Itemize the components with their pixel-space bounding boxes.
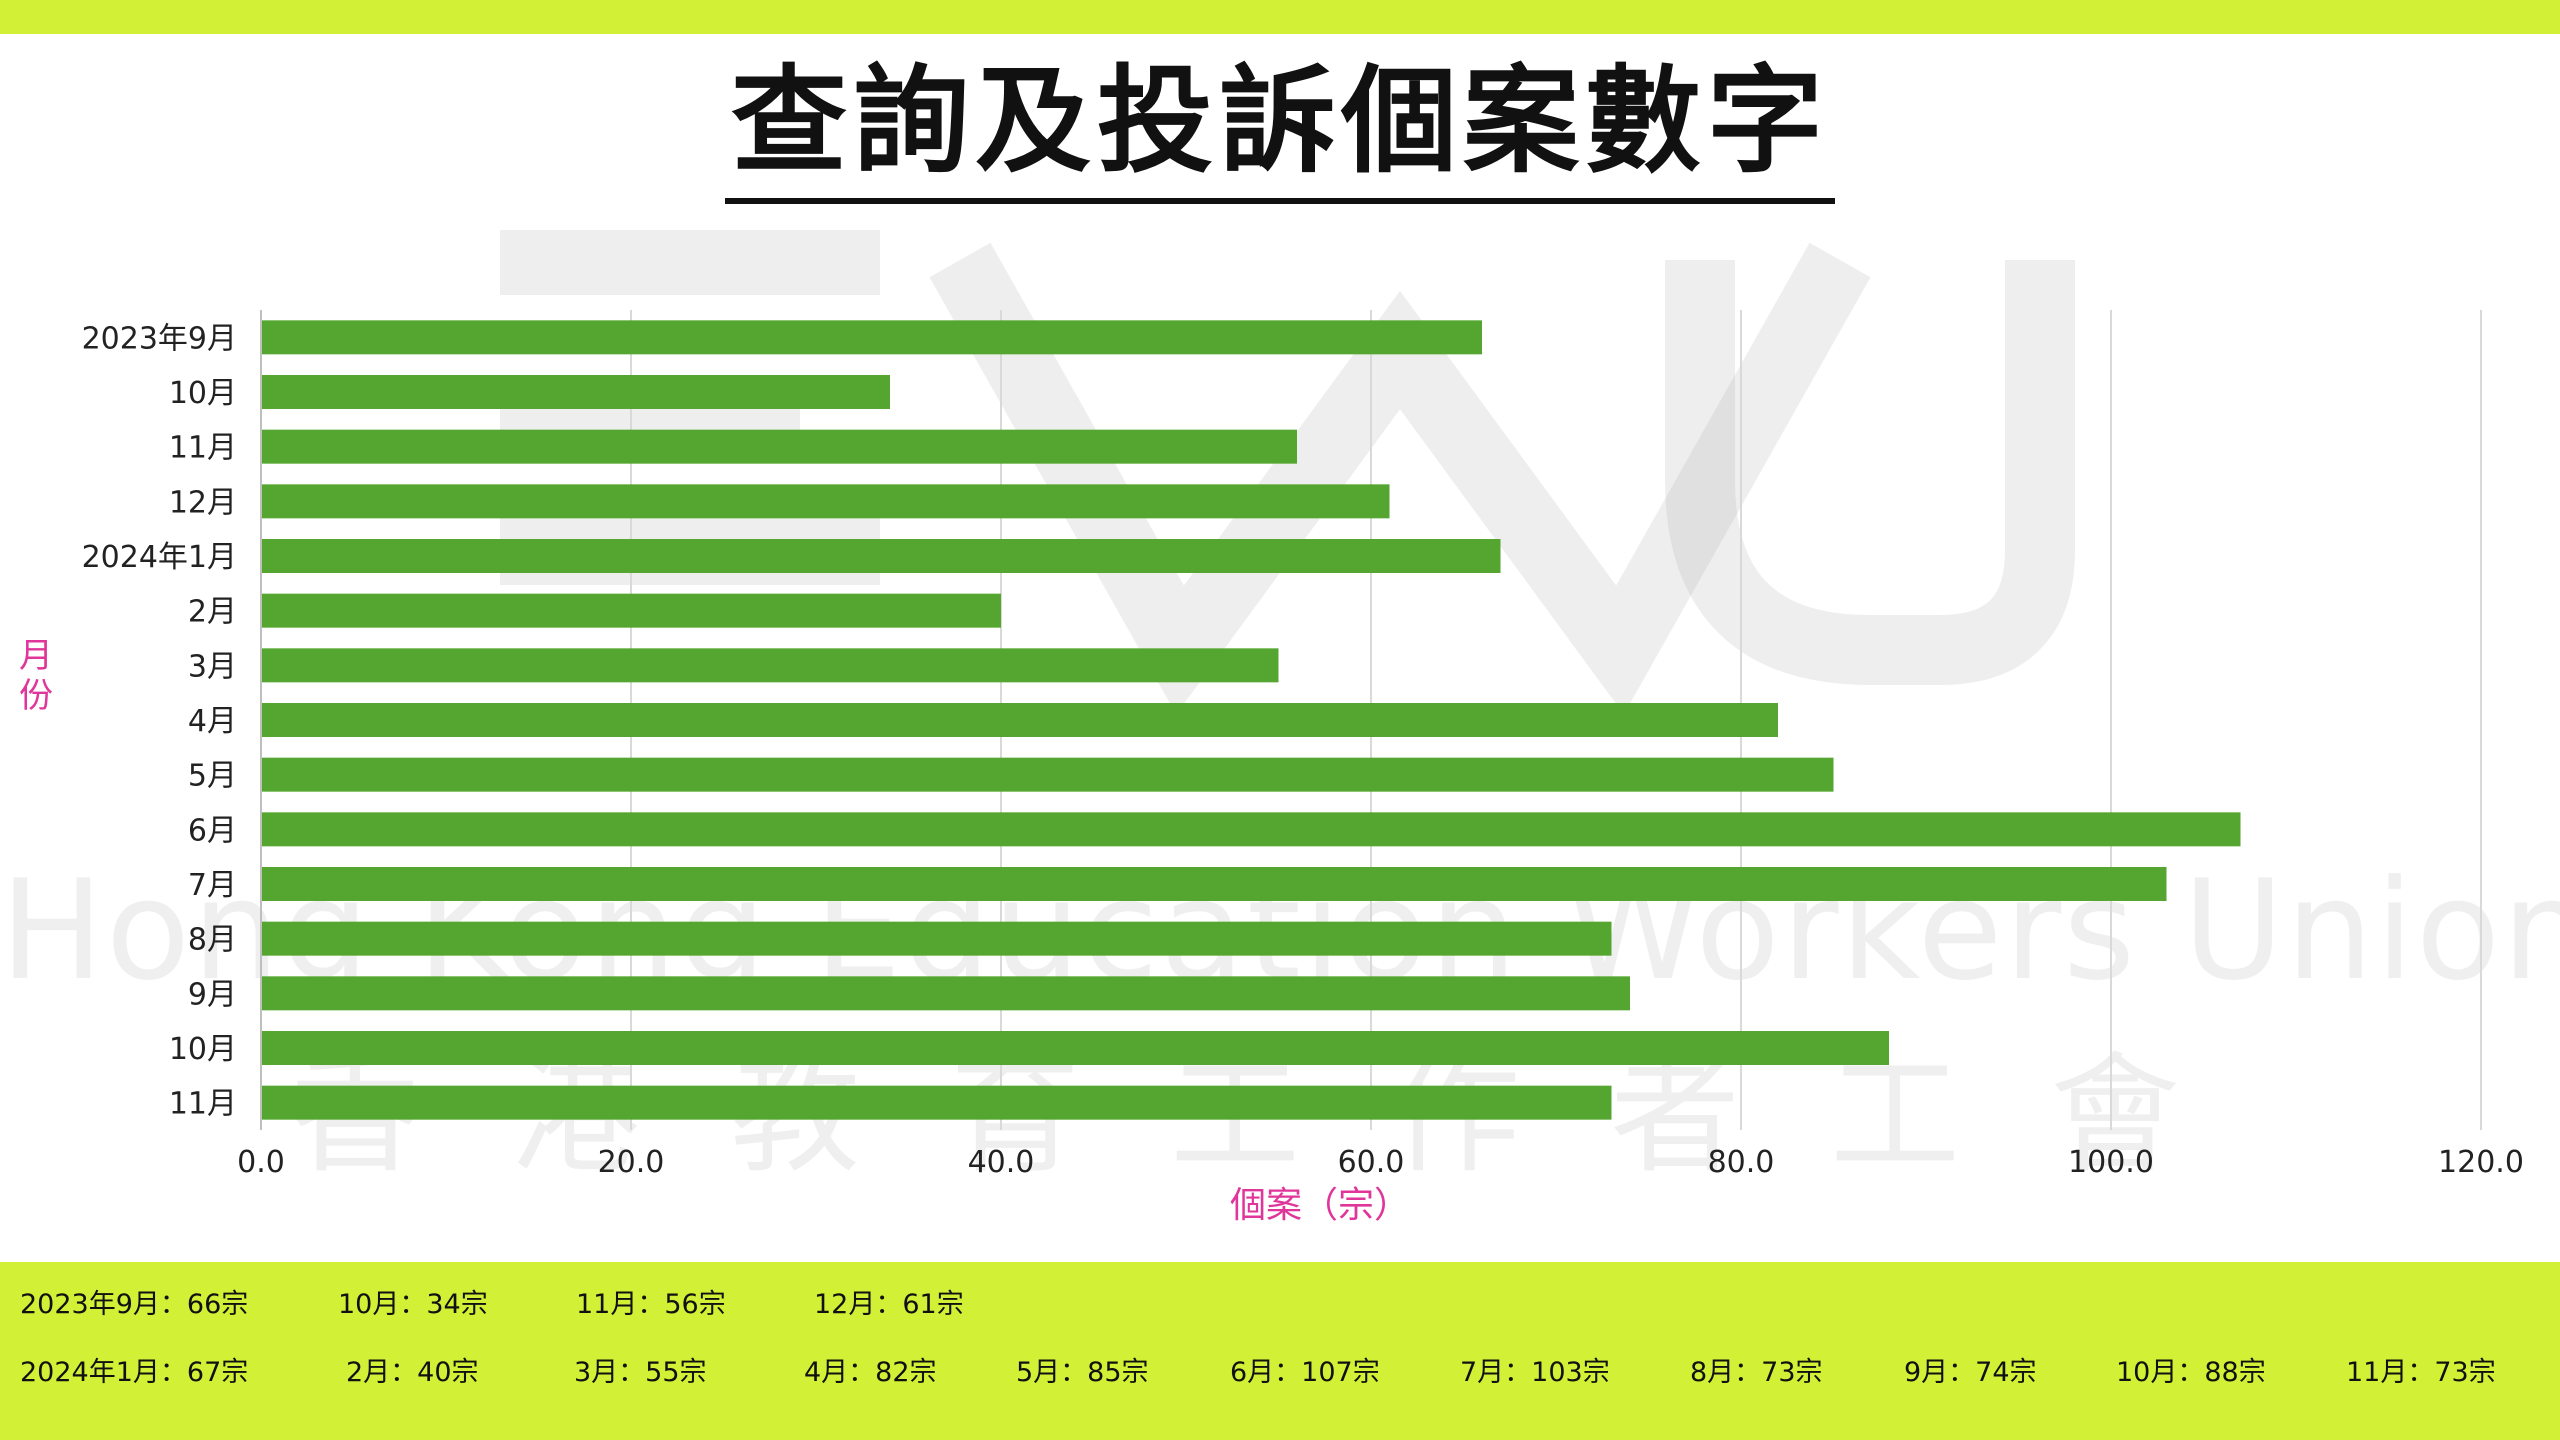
y-tick-label: 10月 [169,1032,237,1067]
bar-8 [261,757,1834,792]
summary-item: 10月：34宗 [338,1289,488,1320]
bar-11 [261,921,1612,956]
bar-0 [261,320,1482,355]
bar-14 [261,1085,1612,1120]
y-tick-label: 3月 [188,649,237,684]
y-axis-title: 月份 [19,636,53,716]
summary-item: 11月：56宗 [576,1289,726,1320]
x-tick-label: 120.0 [2438,1145,2524,1180]
summary-item: 6月：107宗 [1230,1357,1380,1388]
title-container: 查詢及投訴個案數字 [0,52,2560,204]
y-tick-label: 9月 [188,977,237,1012]
summary-item: 5月：85宗 [1016,1357,1149,1388]
top-accent-bar [0,0,2560,34]
summary-row-2024: 2024年1月：67宗 2月：40宗 3月：55宗 4月：82宗 5月：85宗 … [0,1350,2560,1390]
x-tick-label: 100.0 [2068,1145,2154,1180]
summary-footer: 2023年9月：66宗 10月：34宗 11月：56宗 12月：61宗 2024… [0,1262,2560,1440]
summary-row-2023: 2023年9月：66宗 10月：34宗 11月：56宗 12月：61宗 [0,1282,2560,1322]
x-axis-title: 個案（宗） [1229,1185,1410,1226]
y-tick-label: 2023年9月 [82,321,237,356]
summary-item: 10月：88宗 [2116,1357,2266,1388]
x-tick-label: 20.0 [598,1145,665,1180]
y-tick-label: 6月 [188,813,237,848]
x-tick-label: 60.0 [1338,1145,1405,1180]
bar-13 [261,1031,1889,1065]
summary-item: 12月：61宗 [814,1289,964,1320]
y-tick-label: 7月 [188,868,237,903]
bar-12 [261,976,1630,1011]
bar-1 [261,375,890,409]
bar-2 [261,429,1297,464]
summary-item: 2023年9月：66宗 [20,1289,249,1320]
bar-10 [261,867,2167,901]
y-tick-label: 8月 [188,923,237,958]
bar-5 [261,593,1001,628]
bar-9 [261,812,2241,847]
y-tick-label: 5月 [188,759,237,794]
y-tick-label: 11月 [169,1087,237,1122]
y-tick-label: 2024年1月 [82,540,237,575]
summary-item: 4月：82宗 [804,1357,937,1388]
bar-3 [261,484,1390,519]
summary-item: 11月：73宗 [2346,1357,2496,1388]
summary-item: 2月：40宗 [346,1357,479,1388]
x-tick-label: 40.0 [968,1145,1035,1180]
summary-item: 7月：103宗 [1460,1357,1610,1388]
y-tick-label: 2月 [188,595,237,630]
x-tick-label: 80.0 [1708,1145,1775,1180]
bar-4 [261,539,1501,573]
y-tick-label: 10月 [169,376,237,411]
y-tick-label: 11月 [169,431,237,466]
bar-6 [261,648,1279,683]
y-tick-label: 4月 [188,704,237,739]
summary-item: 3月：55宗 [574,1357,707,1388]
bar-7 [261,703,1778,737]
summary-item: 2024年1月：67宗 [20,1357,249,1388]
x-tick-label: 0.0 [237,1145,285,1180]
summary-item: 8月：73宗 [1690,1357,1823,1388]
y-tick-label: 12月 [169,485,237,520]
summary-item: 9月：74宗 [1904,1357,2037,1388]
page-title: 查詢及投訴個案數字 [725,52,1835,204]
